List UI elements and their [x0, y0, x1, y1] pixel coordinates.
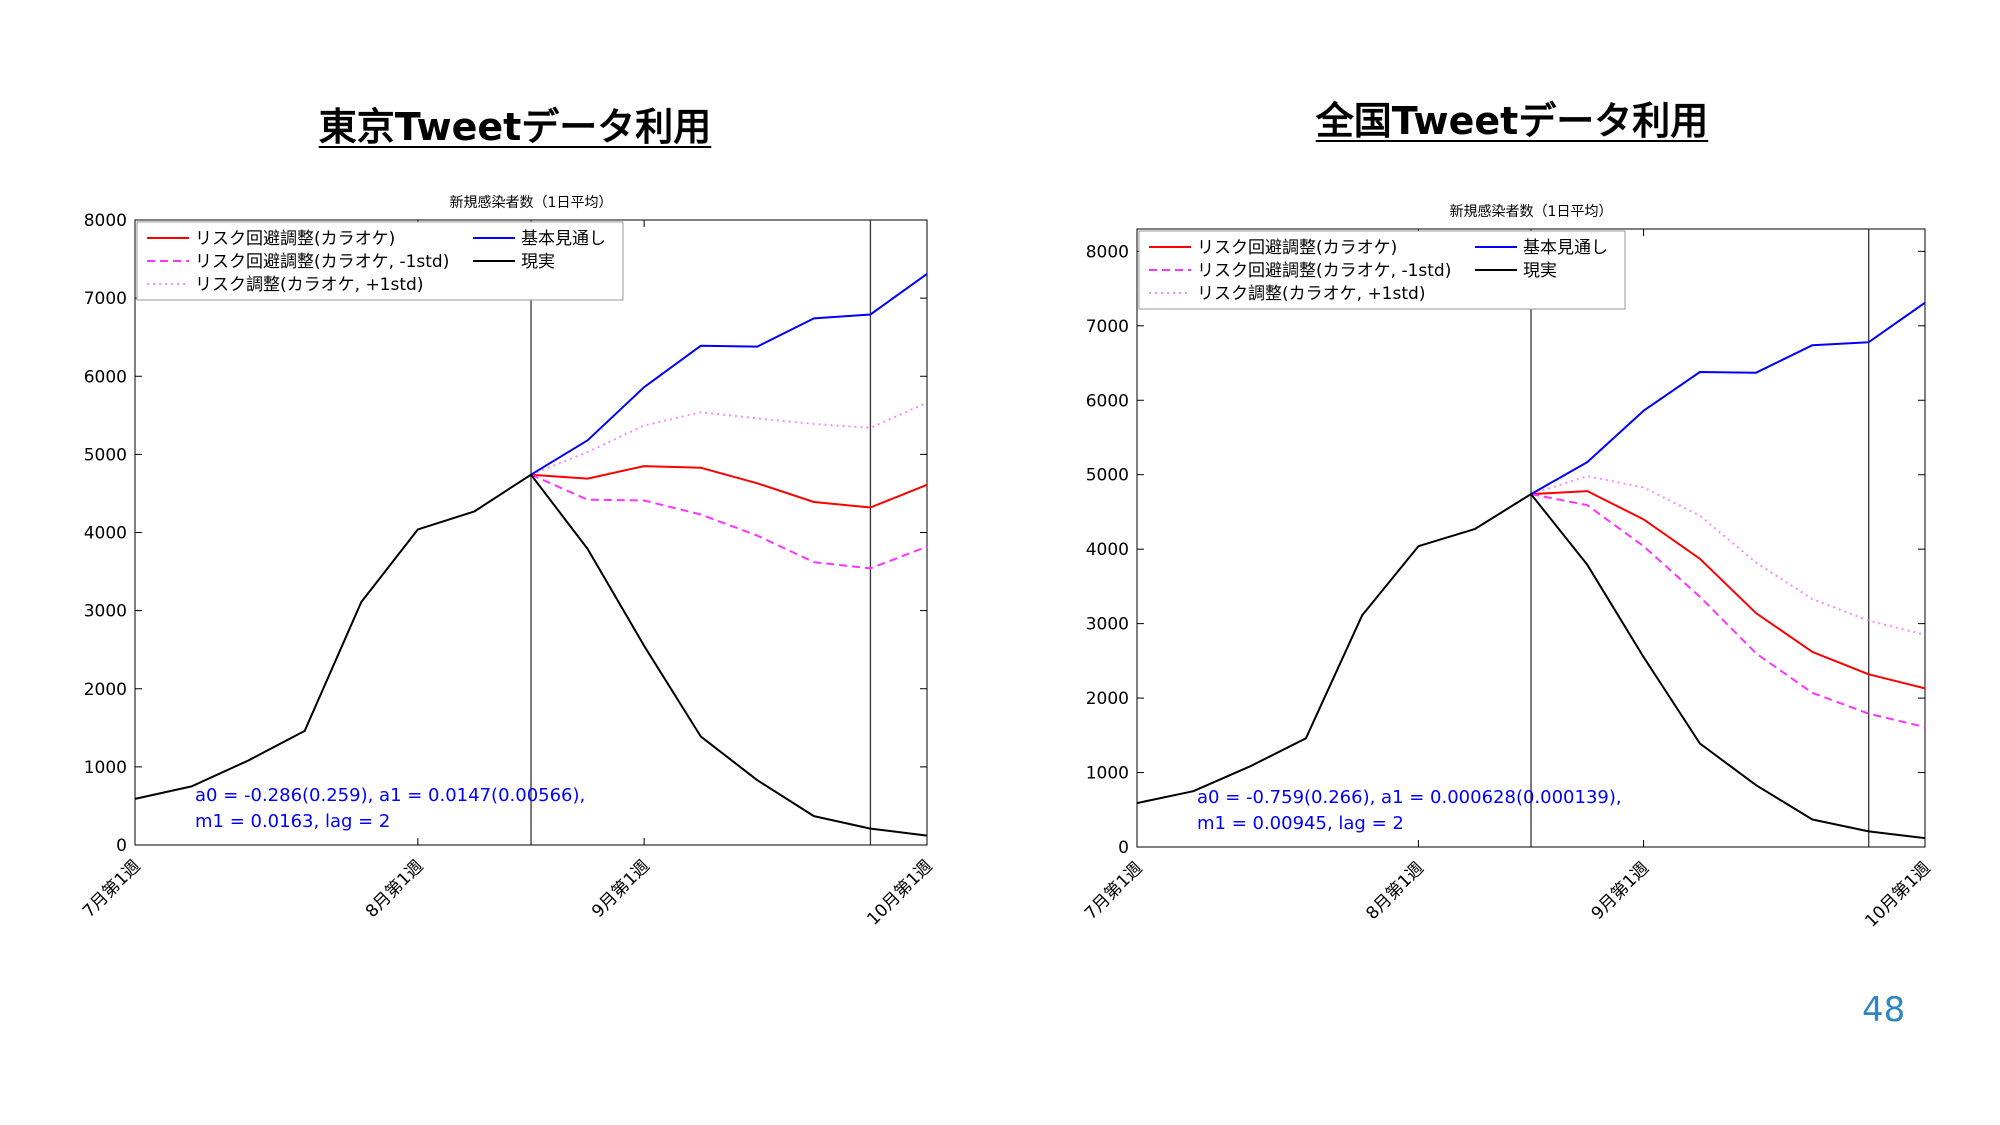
- y-tick-label: 2000: [1086, 689, 1129, 709]
- legend-label: リスク回避調整(カラオケ, -1std): [1197, 261, 1451, 281]
- coefficient-annotation: a0 = -0.286(0.259), a1 = 0.0147(0.00566)…: [195, 785, 585, 806]
- y-tick-label: 6000: [84, 367, 127, 387]
- coefficient-annotation: a0 = -0.759(0.266), a1 = 0.000628(0.0001…: [1197, 787, 1622, 808]
- legend-label: 基本見通し: [1523, 238, 1608, 258]
- y-tick-label: 6000: [1086, 391, 1129, 411]
- chart-title: 新規感染者数（1日平均）: [450, 194, 613, 211]
- x-tick-label: 8月第1週: [1362, 858, 1428, 924]
- x-tick-label: 10月第1週: [1861, 858, 1934, 931]
- x-tick-label: 7月第1週: [1081, 858, 1147, 924]
- x-tick-label: 9月第1週: [588, 856, 654, 922]
- y-tick-label: 1000: [1086, 764, 1129, 784]
- coefficient-annotation: m1 = 0.0163, lag = 2: [195, 811, 390, 832]
- y-tick-label: 5000: [84, 445, 127, 465]
- legend-label: リスク調整(カラオケ, +1std): [1197, 284, 1425, 304]
- series-line-4: [134, 473, 928, 837]
- legend-label: 現実: [1523, 261, 1557, 281]
- legend-label: リスク回避調整(カラオケ, -1std): [195, 252, 449, 272]
- x-tick-label: 7月第1週: [79, 856, 145, 922]
- x-tick-label: 9月第1週: [1588, 858, 1654, 924]
- series-line-3: [530, 273, 928, 476]
- page-number: 48: [1862, 990, 1906, 1030]
- coefficient-annotation: m1 = 0.00945, lag = 2: [1197, 813, 1404, 834]
- series-line-3: [1530, 301, 1926, 495]
- legend-label: リスク回避調整(カラオケ): [195, 229, 395, 249]
- y-tick-label: 3000: [84, 602, 127, 622]
- legend-label: 基本見通し: [521, 229, 606, 249]
- right-panel-heading: 全国Tweetデータ利用: [1315, 99, 1709, 143]
- y-tick-label: 4000: [84, 524, 127, 544]
- y-tick-label: 0: [1118, 838, 1129, 858]
- y-tick-label: 2000: [84, 680, 127, 700]
- y-tick-label: 4000: [1086, 540, 1129, 560]
- left-panel-heading: 東京Tweetデータ利用: [318, 105, 712, 149]
- chart-panel-0: 新規感染者数（1日平均） 0 1000 2000 3000 4000 5000 6000 700…: [79, 194, 937, 930]
- y-tick-label: 7000: [1086, 317, 1129, 337]
- series-line-4: [1136, 493, 1926, 840]
- series-line-2: [1530, 475, 1926, 636]
- chart-title: 新規感染者数（1日平均）: [1450, 203, 1613, 220]
- x-tick-label: 8月第1週: [362, 856, 428, 922]
- y-tick-label: 0: [116, 836, 127, 856]
- legend-label: 現実: [521, 252, 555, 272]
- series-line-1: [530, 473, 928, 570]
- chart-panel-1: 新規感染者数（1日平均） 0 1000 2000 3000 4000 5000 6000 700…: [1081, 203, 1935, 932]
- y-tick-label: 3000: [1086, 615, 1129, 635]
- legend-box: [136, 221, 624, 301]
- series-line-0: [1530, 490, 1926, 690]
- legend-label: リスク回避調整(カラオケ): [1197, 238, 1397, 258]
- x-tick-label: 10月第1週: [863, 856, 936, 929]
- series-line-0: [530, 465, 928, 509]
- y-tick-label: 8000: [1086, 242, 1129, 262]
- y-tick-label: 7000: [84, 289, 127, 309]
- y-tick-label: 1000: [84, 758, 127, 778]
- legend-box: [1138, 230, 1626, 310]
- series-line-1: [1530, 493, 1926, 729]
- y-tick-label: 5000: [1086, 466, 1129, 486]
- series-line-2: [530, 401, 928, 476]
- legend-label: リスク調整(カラオケ, +1std): [195, 275, 423, 295]
- y-tick-label: 8000: [84, 211, 127, 231]
